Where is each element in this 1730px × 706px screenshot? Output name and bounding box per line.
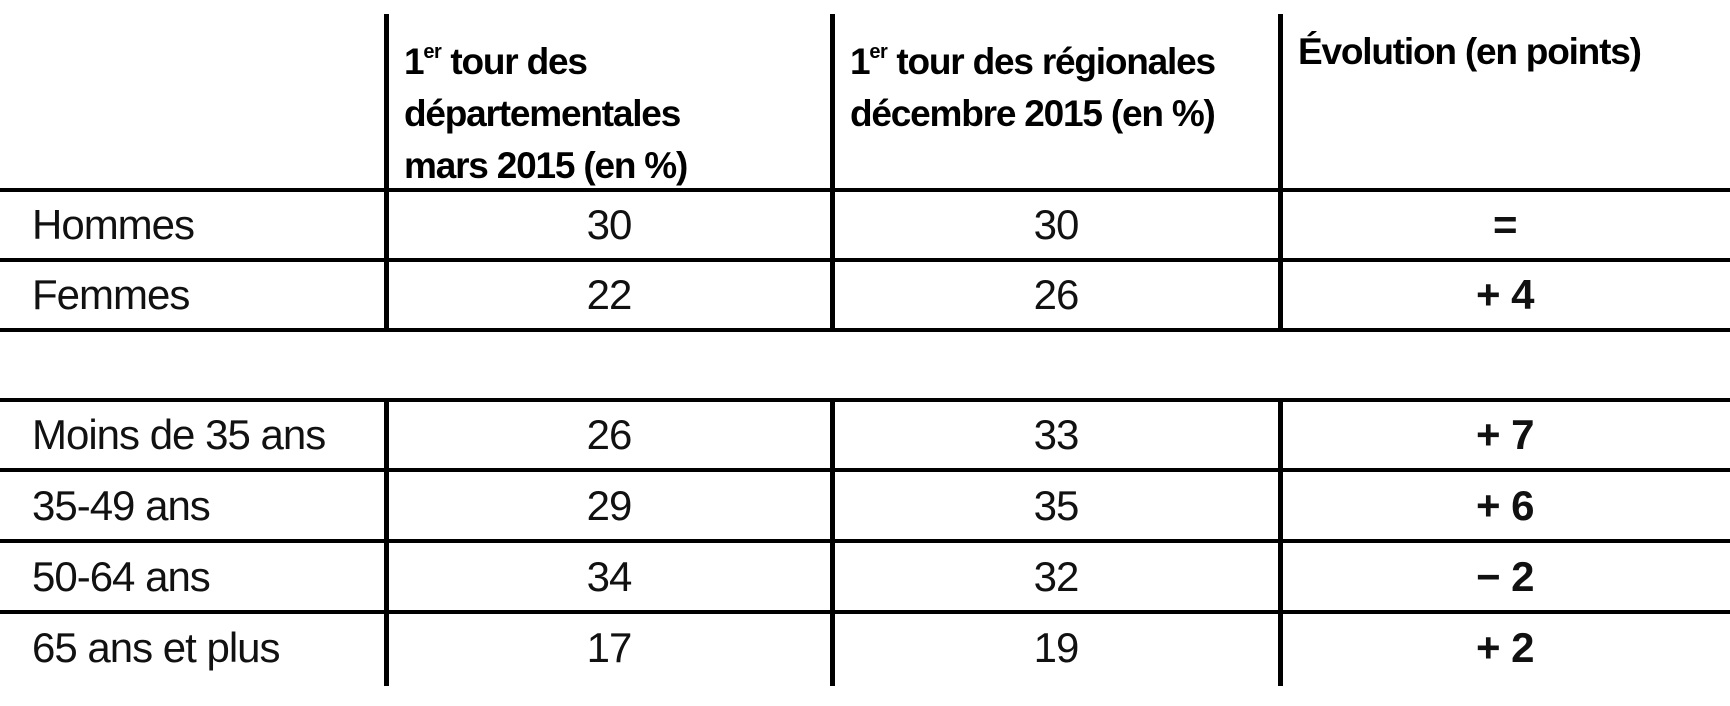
header-cell-departementales: 1er tour des départementales mars 2015 (… — [386, 14, 832, 192]
header-text: 1 — [404, 41, 425, 82]
row-65-ans-et-plus: 65 ans et plus 17 19 + 2 — [0, 614, 1730, 682]
header-line: décembre 2015 (en %) — [850, 93, 1216, 134]
row-moins-35-ans: Moins de 35 ans 26 33 + 7 — [0, 402, 1730, 468]
header-text: tour des — [441, 41, 588, 82]
row-35-49-ans: 35-49 ans 29 35 + 6 — [0, 472, 1730, 539]
header-line: mars 2015 (en %) — [404, 145, 688, 186]
evolution-value: − 2 — [1475, 552, 1535, 600]
departementales-value: 17 — [586, 624, 633, 671]
header-row: 1er tour des départementales mars 2015 (… — [0, 14, 1730, 188]
row-label: 50-64 ans — [32, 552, 211, 600]
row-label: 35-49 ans — [32, 481, 211, 529]
horizontal-rule — [0, 398, 1730, 402]
row-femmes: Femmes 22 26 + 4 — [0, 262, 1730, 328]
horizontal-rule — [0, 258, 1730, 262]
regionales-value: 35 — [1033, 481, 1080, 529]
row-50-64-ans: 50-64 ans 34 32 − 2 — [0, 543, 1730, 610]
header-text: tour des régionales — [887, 41, 1216, 82]
row-label: Moins de 35 ans — [32, 411, 326, 458]
header-text: 1 — [850, 41, 871, 82]
regionales-value: 30 — [1033, 201, 1080, 248]
column-rule — [384, 14, 389, 332]
row-hommes: Hommes 30 30 = — [0, 192, 1730, 258]
departementales-value: 29 — [586, 481, 633, 529]
horizontal-rule — [0, 188, 1730, 192]
evolution-value: = — [1492, 201, 1518, 248]
departementales-value: 30 — [586, 201, 633, 248]
regionales-value: 26 — [1033, 271, 1080, 318]
horizontal-rule — [0, 539, 1730, 543]
evolution-value: + 7 — [1475, 411, 1535, 458]
horizontal-rule — [0, 468, 1730, 472]
row-label: Femmes — [32, 271, 190, 318]
horizontal-rule — [0, 610, 1730, 614]
header-line: départementales — [404, 93, 681, 134]
evolution-value: + 2 — [1475, 624, 1535, 671]
ordinal-superscript: er — [423, 41, 442, 63]
column-rule — [1278, 14, 1283, 332]
header-cell-empty — [0, 14, 386, 15]
header-cell-evolution: Évolution (en points) — [1280, 14, 1730, 78]
departementales-value: 26 — [586, 411, 633, 458]
regionales-value: 19 — [1033, 624, 1080, 671]
regionales-value: 33 — [1033, 411, 1080, 458]
departementales-value: 22 — [586, 271, 633, 318]
horizontal-rule — [0, 328, 1730, 332]
ordinal-superscript: er — [869, 41, 888, 63]
regionales-value: 32 — [1033, 552, 1080, 600]
header-line: Évolution (en points) — [1298, 31, 1642, 72]
header-line: 1er tour des régionales — [850, 26, 1280, 88]
header-line: 1er tour des — [404, 26, 832, 88]
evolution-value: + 4 — [1475, 271, 1535, 318]
column-rule — [830, 14, 835, 332]
evolution-value: + 6 — [1475, 481, 1535, 529]
row-label: 65 ans et plus — [32, 624, 281, 671]
departementales-value: 34 — [586, 552, 633, 600]
row-label: Hommes — [32, 201, 195, 248]
header-cell-regionales: 1er tour des régionales décembre 2015 (e… — [832, 14, 1280, 140]
